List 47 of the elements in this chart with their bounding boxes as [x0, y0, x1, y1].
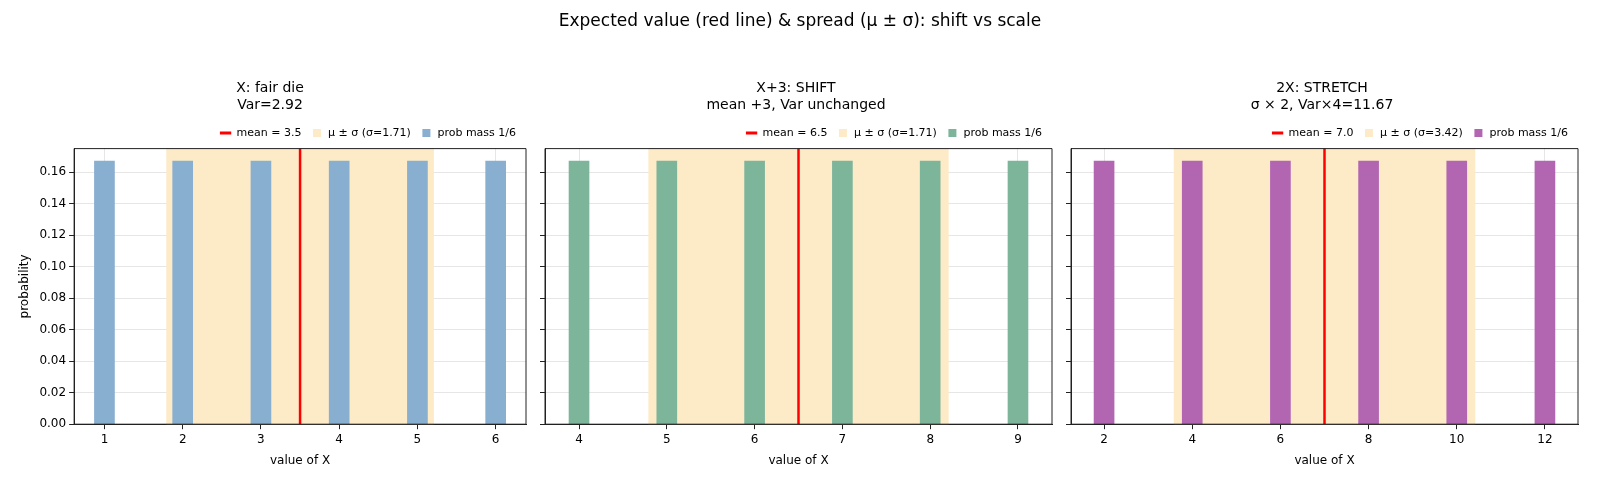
x-tick-label: 1	[100, 431, 109, 446]
x-tick-label: 4	[335, 431, 343, 446]
x-tick-label: 10	[1449, 431, 1465, 446]
x-tick-label: 12	[1537, 431, 1553, 446]
y-axis-title: probability	[17, 254, 32, 319]
x-tick-label: 9	[1014, 431, 1022, 446]
x-tick-label: 3	[257, 431, 265, 446]
x-tick-label: 7	[838, 431, 847, 446]
chart-title: X+3: SHIFT	[756, 79, 837, 96]
legend-label: prob mass 1/6	[963, 125, 1042, 139]
legend-label: mean = 3.5	[236, 125, 302, 139]
legend-label: μ ± σ (σ=3.42)	[1379, 125, 1463, 139]
y-tick-label: 0.06	[39, 321, 67, 336]
chart-title: 2X: STRETCH	[1276, 79, 1368, 96]
chart-subtitle: mean +3, Var unchanged	[706, 95, 886, 112]
legend-label: μ ± σ (σ=1.71)	[327, 125, 411, 139]
x-axis-title: value of X	[269, 452, 331, 467]
x-tick-label: 8	[1364, 431, 1373, 446]
text: Expected value (red line) & spread (μ ± σ): shift vs scale	[557, 10, 1043, 30]
y-tick-label: 0.12	[39, 227, 67, 242]
legend-label: prob mass 1/6	[437, 125, 516, 139]
x-tick-label: 2	[178, 431, 187, 446]
x-tick-label: 2	[1100, 431, 1108, 446]
ref-line-label: mean = 6.5	[762, 125, 828, 139]
x-tick-label: 8	[926, 431, 935, 446]
y-tick-label: 0.14	[39, 195, 67, 210]
chart-subtitle: σ × 2, Var×4=11.67	[1250, 95, 1394, 112]
legend-label: prob mass 1/6	[1489, 125, 1568, 139]
x-tick-label: 6	[750, 431, 759, 446]
ref-line-label: mean = 7.0	[1288, 125, 1354, 139]
x-axis-title: value of X	[768, 452, 829, 467]
x-tick-label: 6	[1276, 431, 1285, 446]
y-tick-label: 0.10	[39, 258, 67, 273]
chart-title: X: fair die	[236, 79, 304, 96]
legend-label: μ ± σ (σ=1.71)	[853, 125, 937, 139]
y-tick-label: 0.16	[39, 164, 67, 179]
y-tick-label: 0.08	[39, 290, 67, 305]
y-tick-label: 0.00	[39, 416, 67, 431]
x-axis-title: value of X	[1294, 452, 1355, 467]
y-tick-label: 0.04	[39, 353, 67, 368]
x-tick-label: 4	[575, 431, 583, 446]
x-tick-label: 5	[662, 431, 671, 446]
x-tick-label: 4	[1188, 431, 1197, 446]
chart-subtitle: Var=2.92	[237, 95, 303, 112]
x-tick-label: 5	[413, 431, 422, 446]
x-tick-label: 6	[491, 431, 500, 446]
y-tick-label: 0.02	[39, 384, 67, 399]
